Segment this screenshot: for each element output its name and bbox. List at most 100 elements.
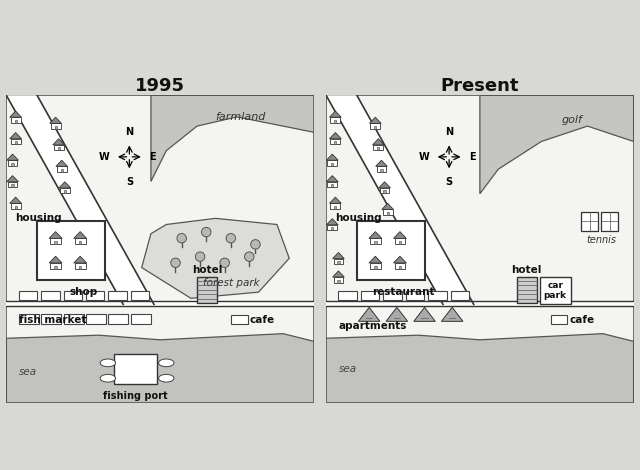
Text: restaurant: restaurant — [372, 287, 435, 297]
Ellipse shape — [100, 359, 116, 367]
Text: hotel: hotel — [511, 265, 542, 275]
FancyBboxPatch shape — [50, 263, 61, 269]
Polygon shape — [394, 256, 406, 263]
FancyBboxPatch shape — [328, 160, 337, 166]
FancyBboxPatch shape — [131, 291, 149, 300]
Text: fishing port: fishing port — [103, 391, 168, 400]
FancyBboxPatch shape — [11, 204, 20, 209]
FancyBboxPatch shape — [11, 139, 20, 144]
FancyBboxPatch shape — [333, 258, 344, 264]
FancyBboxPatch shape — [374, 145, 383, 150]
Polygon shape — [10, 133, 22, 139]
FancyBboxPatch shape — [550, 315, 568, 324]
FancyBboxPatch shape — [516, 277, 537, 303]
FancyBboxPatch shape — [41, 314, 61, 323]
Polygon shape — [330, 197, 341, 204]
FancyBboxPatch shape — [334, 206, 337, 209]
Text: N: N — [125, 127, 134, 137]
Polygon shape — [53, 139, 65, 145]
Text: W: W — [99, 152, 109, 162]
Polygon shape — [394, 232, 406, 238]
FancyBboxPatch shape — [15, 141, 17, 144]
FancyBboxPatch shape — [61, 169, 63, 172]
FancyBboxPatch shape — [54, 145, 63, 150]
FancyBboxPatch shape — [79, 241, 81, 244]
Text: E: E — [469, 152, 476, 162]
FancyBboxPatch shape — [332, 163, 333, 166]
FancyBboxPatch shape — [58, 147, 60, 150]
FancyBboxPatch shape — [15, 120, 17, 123]
FancyBboxPatch shape — [12, 163, 13, 166]
FancyBboxPatch shape — [383, 291, 402, 300]
Polygon shape — [369, 256, 382, 263]
Text: S: S — [445, 177, 452, 187]
FancyBboxPatch shape — [374, 241, 376, 244]
FancyBboxPatch shape — [339, 291, 357, 300]
FancyBboxPatch shape — [337, 261, 340, 264]
Polygon shape — [151, 95, 314, 181]
FancyBboxPatch shape — [376, 166, 387, 172]
Polygon shape — [376, 160, 387, 166]
Text: farmland: farmland — [215, 112, 265, 122]
FancyBboxPatch shape — [6, 95, 314, 403]
Polygon shape — [382, 204, 394, 210]
Polygon shape — [358, 307, 380, 321]
Polygon shape — [333, 252, 344, 258]
Circle shape — [202, 227, 211, 237]
Text: W: W — [419, 152, 429, 162]
Polygon shape — [369, 117, 381, 123]
FancyBboxPatch shape — [357, 221, 424, 280]
FancyBboxPatch shape — [378, 147, 380, 150]
FancyBboxPatch shape — [380, 188, 390, 194]
FancyBboxPatch shape — [15, 206, 17, 209]
FancyBboxPatch shape — [451, 291, 469, 300]
Ellipse shape — [100, 375, 116, 382]
FancyBboxPatch shape — [394, 238, 405, 244]
Text: housing: housing — [15, 213, 62, 223]
FancyBboxPatch shape — [75, 238, 86, 244]
FancyBboxPatch shape — [37, 221, 105, 280]
FancyBboxPatch shape — [50, 238, 61, 244]
FancyBboxPatch shape — [54, 266, 57, 269]
Polygon shape — [442, 307, 463, 321]
Polygon shape — [414, 307, 435, 321]
Polygon shape — [6, 334, 314, 403]
Polygon shape — [333, 271, 344, 277]
FancyBboxPatch shape — [334, 141, 337, 144]
Polygon shape — [10, 111, 22, 117]
FancyBboxPatch shape — [54, 126, 57, 129]
Polygon shape — [379, 182, 390, 188]
FancyBboxPatch shape — [63, 314, 84, 323]
Polygon shape — [74, 232, 86, 238]
FancyBboxPatch shape — [108, 314, 129, 323]
FancyBboxPatch shape — [399, 266, 401, 269]
FancyBboxPatch shape — [11, 117, 20, 123]
FancyBboxPatch shape — [231, 315, 248, 324]
Text: forest park: forest park — [202, 278, 259, 288]
FancyBboxPatch shape — [399, 241, 401, 244]
Text: cafe: cafe — [250, 315, 275, 325]
FancyBboxPatch shape — [428, 291, 447, 300]
Polygon shape — [326, 334, 634, 403]
FancyBboxPatch shape — [8, 160, 17, 166]
Polygon shape — [49, 256, 62, 263]
Polygon shape — [50, 117, 61, 123]
Text: golf: golf — [562, 115, 582, 125]
Text: shop: shop — [69, 287, 97, 297]
Text: housing: housing — [335, 213, 382, 223]
FancyBboxPatch shape — [108, 291, 127, 300]
FancyBboxPatch shape — [332, 184, 333, 188]
Polygon shape — [386, 307, 408, 321]
FancyBboxPatch shape — [332, 227, 333, 230]
Polygon shape — [326, 154, 338, 160]
FancyBboxPatch shape — [197, 277, 217, 303]
FancyBboxPatch shape — [8, 182, 17, 188]
Circle shape — [251, 240, 260, 249]
FancyBboxPatch shape — [326, 95, 634, 403]
Ellipse shape — [159, 375, 174, 382]
FancyBboxPatch shape — [86, 291, 104, 300]
FancyBboxPatch shape — [333, 277, 344, 282]
FancyBboxPatch shape — [19, 291, 37, 300]
Circle shape — [171, 258, 180, 267]
Polygon shape — [372, 139, 384, 145]
